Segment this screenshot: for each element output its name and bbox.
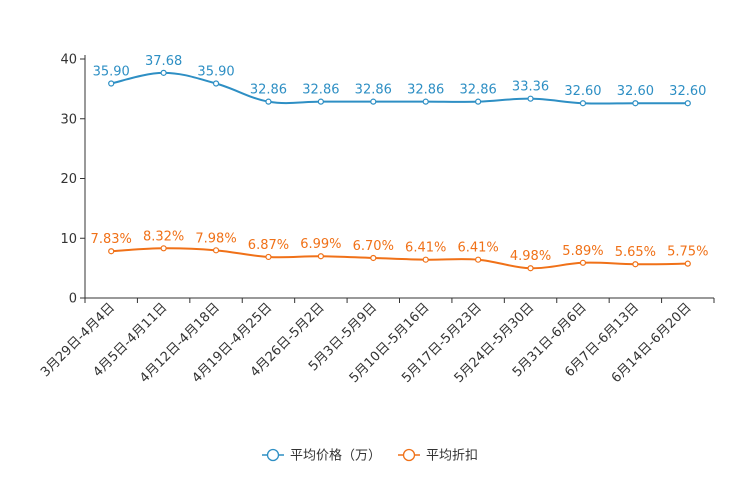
data-point[interactable] [160,69,167,76]
data-point[interactable] [317,98,324,105]
data-label: 6.99% [300,237,341,252]
data-label: 32.86 [355,83,392,98]
series-line [111,247,688,270]
y-tick-label: 10 [60,232,77,247]
data-label: 6.41% [405,241,446,256]
data-point[interactable] [579,259,587,266]
data-label: 35.90 [197,64,234,79]
y-tick-label: 0 [69,292,77,307]
data-point[interactable] [632,100,639,107]
data-point[interactable] [579,100,587,107]
x-axis-ticks: 3月29日-4月4日4月5日-4月11日4月12日-4月18日4月19日-4月2… [38,298,715,386]
data-point[interactable] [317,253,324,260]
series-avg-discount: 7.83% 8.32% 7.98% 6.87% 6.99% 6.70% 6.41% 6.41%… [91,229,708,272]
data-point[interactable] [475,98,482,105]
data-point[interactable] [108,248,115,255]
data-point[interactable] [265,98,272,105]
series-line [111,71,688,105]
data-point[interactable] [527,95,534,102]
legend-item-avg-discount[interactable]: 平均折扣 [398,449,478,464]
data-point[interactable] [370,98,377,105]
data-label: 32.60 [617,84,654,99]
data-point[interactable] [684,260,691,267]
data-point[interactable] [422,256,429,263]
data-label: 6.70% [353,239,394,254]
data-label: 5.65% [615,245,656,260]
data-label: 35.90 [93,64,130,79]
y-tick-label: 20 [60,172,77,187]
legend-item-avg-price[interactable]: 平均价格（万） [262,448,381,464]
series-avg-price: 35.90 37.68 35.90 32.86 32.86 32.86 32.86 32.86… [93,54,706,107]
data-point[interactable] [212,80,220,87]
data-point[interactable] [475,256,482,263]
data-label: 5.75% [667,245,708,260]
legend-marker-icon [266,448,280,462]
data-label: 6.87% [248,238,289,253]
legend-label: 平均价格（万） [290,448,381,464]
data-point[interactable] [265,253,272,261]
y-tick-label: 30 [60,112,77,127]
data-label: 33.36 [512,80,549,95]
data-label: 32.86 [302,83,339,98]
data-label: 32.86 [407,83,444,98]
data-label: 5.89% [562,244,603,259]
y-tick-label: 40 [60,53,77,68]
data-label: 8.32% [143,229,184,244]
data-point[interactable] [684,100,691,107]
data-point[interactable] [632,261,639,268]
data-point[interactable] [160,245,167,252]
y-axis-ticks: 0 10 20 30 40 [60,53,85,307]
data-label: 32.60 [564,84,601,99]
data-point[interactable] [422,98,429,105]
data-label: 4.98% [510,249,551,264]
legend-label: 平均折扣 [426,449,478,464]
data-label: 32.86 [250,83,287,98]
data-label: 32.86 [460,83,497,98]
legend-marker-icon [402,448,416,462]
data-point[interactable] [370,254,377,262]
data-label: 7.98% [195,231,236,246]
data-label: 32.60 [669,84,706,99]
legend[interactable]: 平均价格（万） 平均折扣 [262,448,478,464]
data-point[interactable] [108,80,115,87]
data-point[interactable] [527,265,534,272]
data-label: 6.41% [457,241,498,256]
series-group: 35.90 37.68 35.90 32.86 32.86 32.86 32.86 32.86… [91,54,708,272]
data-label: 7.83% [91,232,132,247]
data-label: 37.68 [145,54,182,69]
data-point[interactable] [212,247,220,254]
